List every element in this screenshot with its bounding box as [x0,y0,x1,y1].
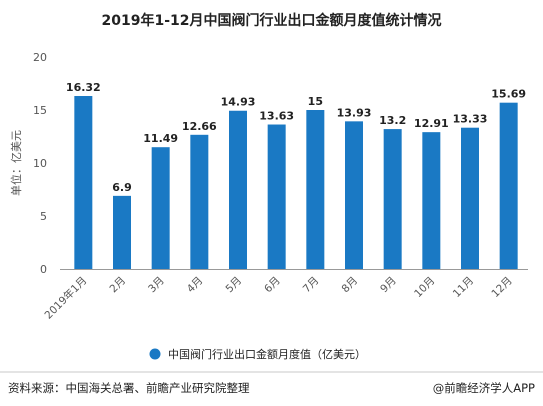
bar [383,129,402,269]
data-label: 12.91 [414,117,449,130]
data-label: 13.63 [259,110,294,123]
x-tick-label: 3月 [146,275,167,296]
data-label: 12.66 [182,120,217,133]
x-tick-label: 2月 [107,275,128,296]
y-tick-label: 10 [33,157,47,170]
bar [190,134,209,269]
legend-label: 中国阀门行业出口金额月度值（亿美元） [168,347,366,361]
y-tick-label: 20 [33,51,47,64]
source-note: 资料来源：中国海关总署、前瞻产业研究院整理 [8,381,250,395]
data-label: 11.49 [143,132,178,145]
bar [151,147,170,269]
y-tick-label: 5 [40,210,47,223]
bar [499,102,518,269]
x-tick-label: 10月 [412,275,437,300]
legend-marker [149,348,161,360]
bar-series [74,96,518,270]
x-tick-label: 8月 [339,275,360,296]
bar [113,195,131,269]
y-axis-ticks: 0 5 10 15 20 [33,51,47,276]
x-tick-label: 7月 [301,275,322,296]
y-tick-label: 0 [40,263,47,276]
data-label: 15 [308,95,323,108]
data-label: 13.33 [453,113,488,126]
x-tick-label: 2019年1月 [42,274,90,322]
bar [229,110,247,269]
data-label: 13.2 [379,114,406,127]
x-tick-label: 4月 [185,275,206,296]
chart-title: 2019年1-12月中国阀门行业出口金额月度值统计情况 [102,12,442,29]
data-label: 13.93 [337,106,372,119]
data-label: 16.32 [66,81,101,94]
y-tick-label: 15 [33,104,47,117]
bar [306,110,325,269]
bar [345,121,363,269]
x-tick-label: 11月 [451,275,476,300]
data-label: 14.93 [221,96,256,109]
x-axis-ticks: 2019年1月 2月 3月 4月 5月 6月 7月 8月 9月 10月 11月 12月 [42,274,515,322]
y-axis-label: 单位：亿美元 [9,130,23,196]
data-label: 6.9 [112,181,132,194]
x-tick-label: 5月 [223,275,244,296]
x-tick-label: 12月 [489,275,514,300]
bar [461,127,479,270]
brand-credit: @前瞻经济学人APP [433,381,535,395]
x-tick-label: 6月 [262,275,283,296]
bar [74,96,93,270]
legend: 中国阀门行业出口金额月度值（亿美元） [149,347,366,361]
x-tick-label: 9月 [378,275,399,296]
bar [422,132,441,269]
data-label: 15.69 [491,88,526,101]
bar [267,124,286,269]
